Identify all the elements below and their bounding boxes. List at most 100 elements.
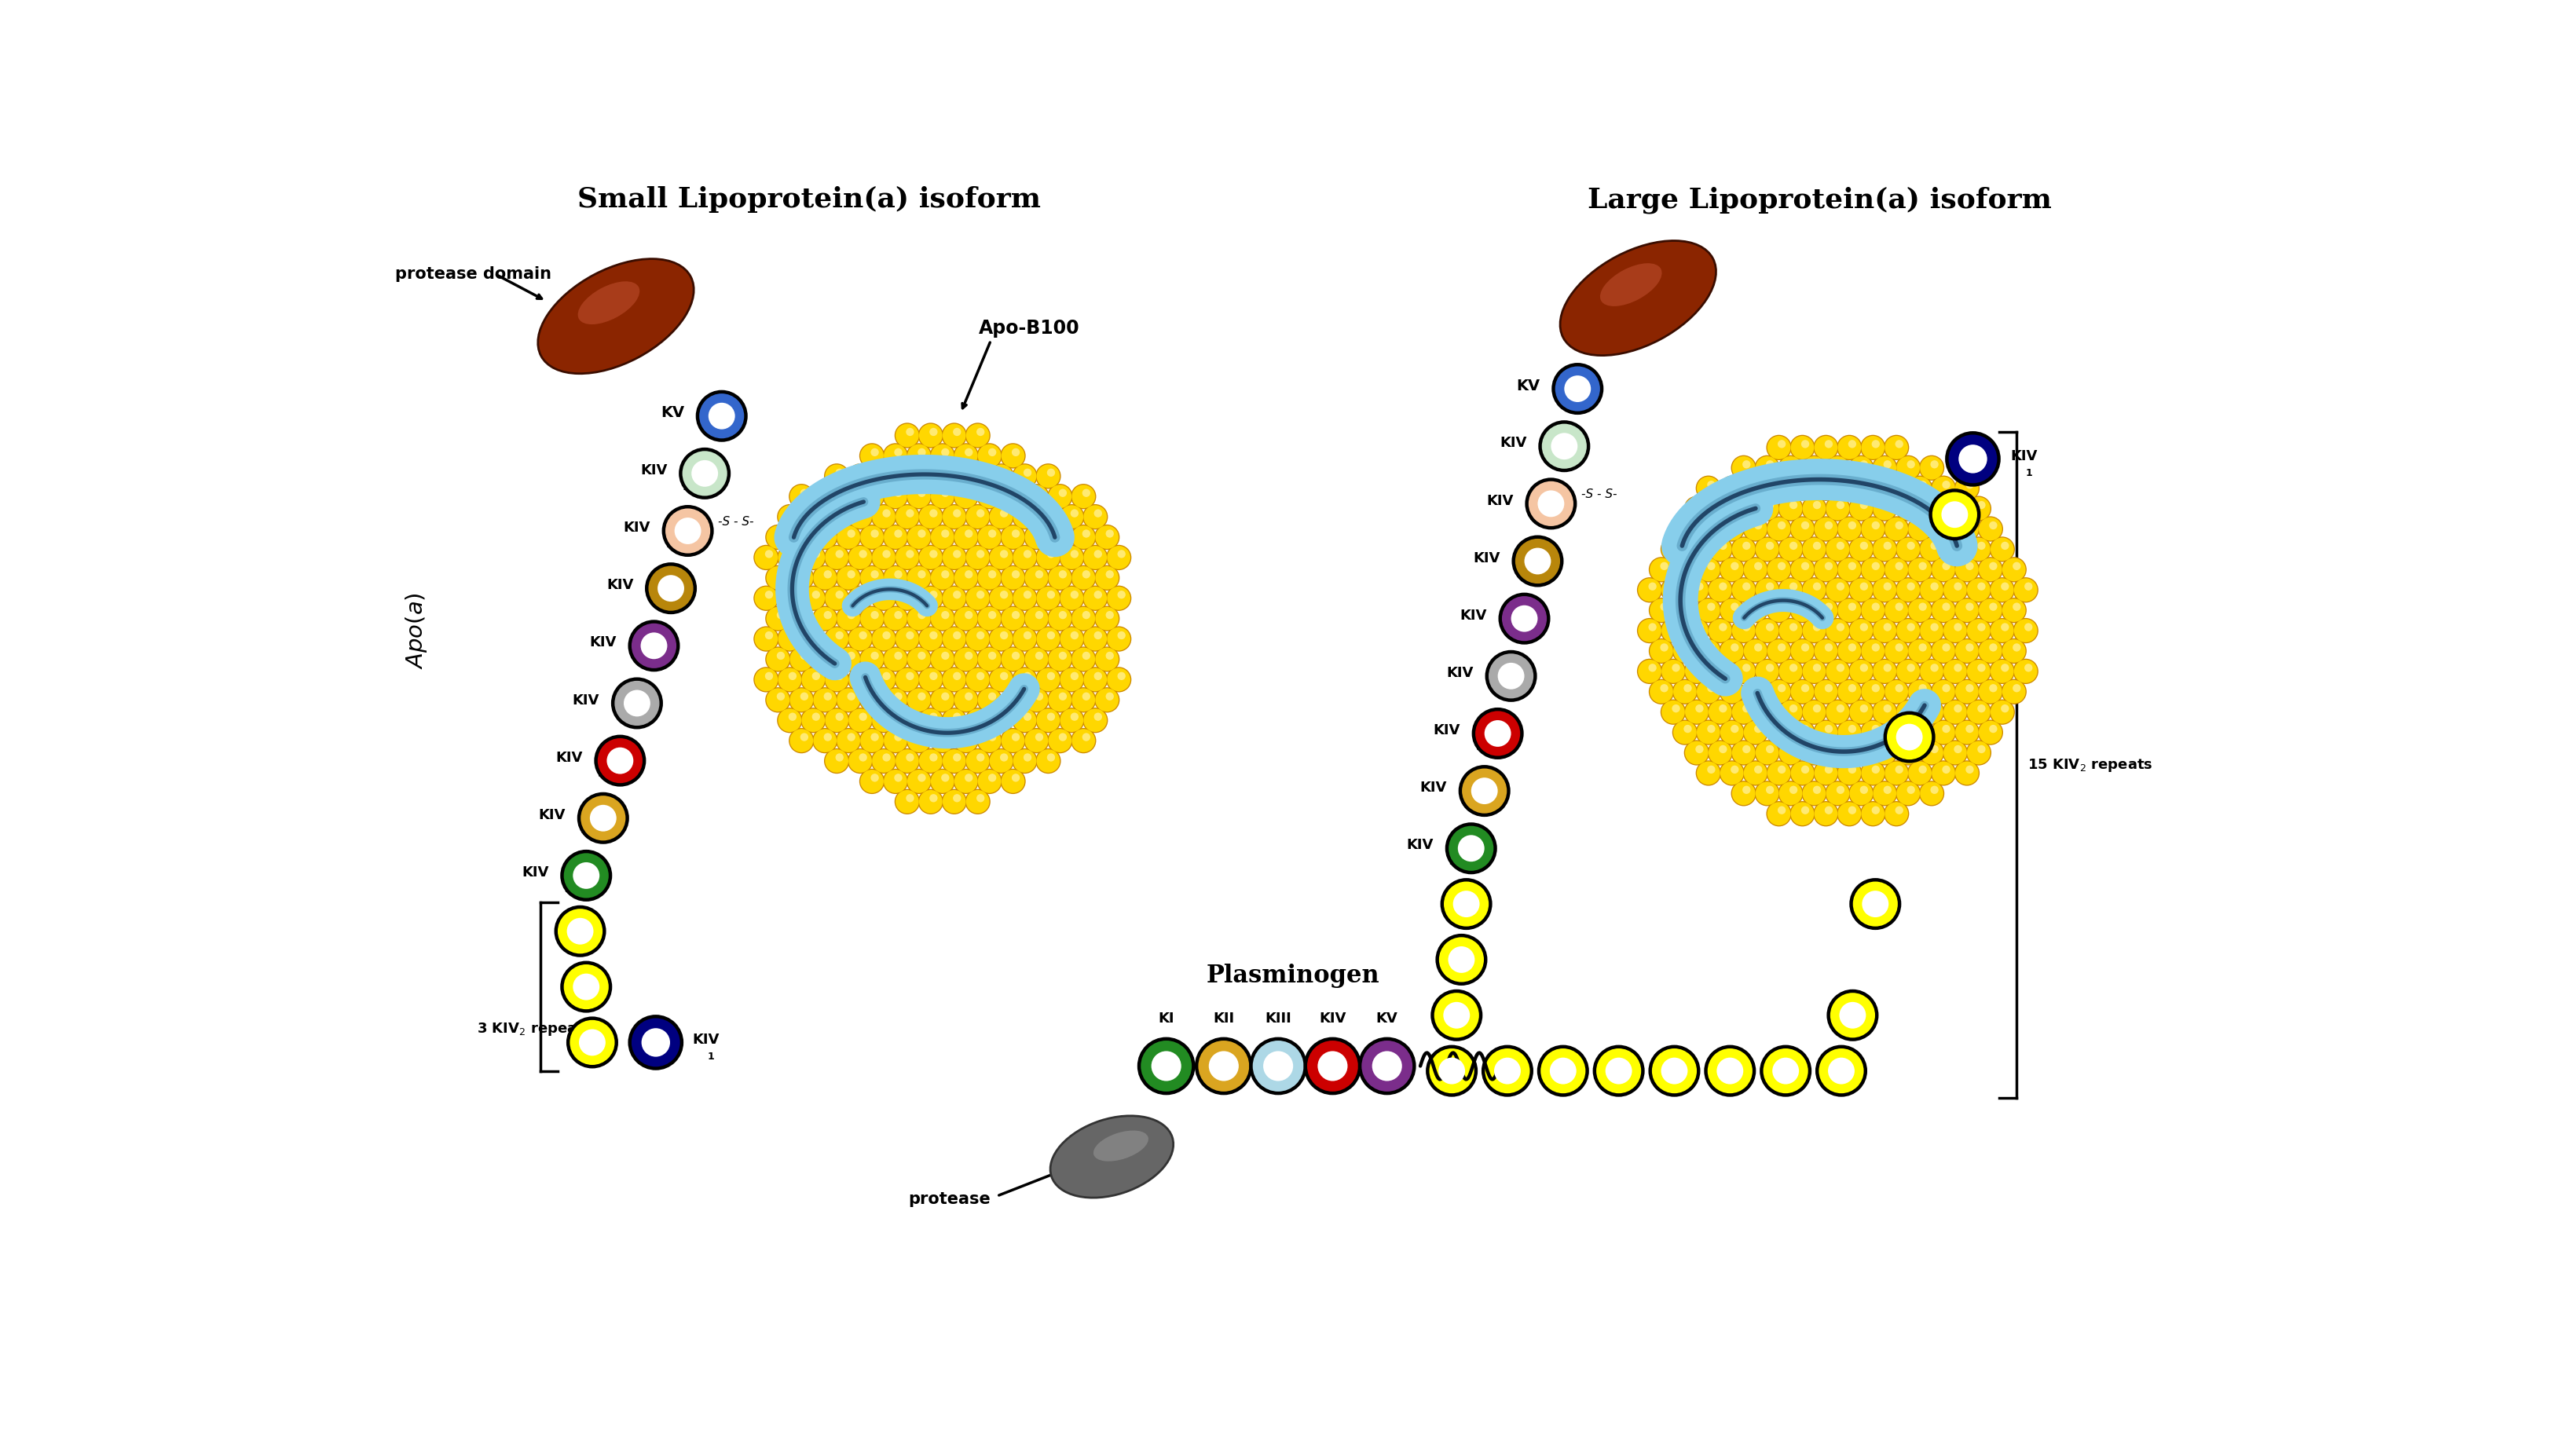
Circle shape bbox=[942, 422, 968, 448]
Circle shape bbox=[1966, 603, 1973, 612]
Circle shape bbox=[835, 565, 860, 591]
Circle shape bbox=[1861, 623, 1869, 630]
Circle shape bbox=[1848, 562, 1856, 571]
Circle shape bbox=[1494, 1057, 1522, 1085]
Circle shape bbox=[1047, 646, 1072, 673]
Circle shape bbox=[1884, 517, 1907, 540]
Circle shape bbox=[1756, 619, 1779, 642]
Circle shape bbox=[802, 504, 827, 530]
Circle shape bbox=[789, 687, 814, 712]
Circle shape bbox=[858, 550, 868, 558]
Circle shape bbox=[858, 591, 868, 598]
Circle shape bbox=[1871, 740, 1897, 766]
Circle shape bbox=[991, 628, 1014, 651]
Circle shape bbox=[1815, 558, 1838, 581]
Circle shape bbox=[2014, 660, 2037, 683]
Circle shape bbox=[812, 510, 820, 517]
Circle shape bbox=[1825, 603, 1833, 612]
Circle shape bbox=[1606, 1057, 1631, 1085]
Circle shape bbox=[955, 444, 978, 467]
Circle shape bbox=[802, 668, 825, 692]
Circle shape bbox=[975, 712, 985, 721]
Circle shape bbox=[1989, 603, 1996, 612]
Circle shape bbox=[1897, 741, 1920, 764]
Circle shape bbox=[929, 687, 955, 712]
Circle shape bbox=[756, 668, 779, 692]
Circle shape bbox=[590, 805, 615, 831]
Circle shape bbox=[1767, 721, 1790, 744]
Circle shape bbox=[1848, 578, 1874, 601]
Circle shape bbox=[860, 687, 886, 712]
Circle shape bbox=[1907, 598, 1933, 622]
Circle shape bbox=[766, 648, 789, 671]
Circle shape bbox=[988, 667, 1014, 692]
Circle shape bbox=[919, 750, 942, 773]
Circle shape bbox=[1802, 603, 1810, 612]
Circle shape bbox=[1884, 460, 1892, 469]
Circle shape bbox=[812, 591, 820, 598]
Circle shape bbox=[2012, 644, 2022, 651]
Circle shape bbox=[1072, 485, 1095, 508]
Circle shape bbox=[837, 607, 860, 630]
Circle shape bbox=[1093, 632, 1103, 639]
Circle shape bbox=[1777, 537, 1802, 562]
Ellipse shape bbox=[1601, 264, 1662, 306]
Circle shape bbox=[1767, 623, 1774, 630]
Circle shape bbox=[1744, 476, 1769, 501]
Circle shape bbox=[1848, 741, 1874, 764]
Circle shape bbox=[659, 575, 684, 601]
Circle shape bbox=[860, 524, 886, 550]
Circle shape bbox=[1894, 740, 1920, 766]
Circle shape bbox=[1848, 660, 1874, 683]
Circle shape bbox=[1884, 638, 1910, 664]
Circle shape bbox=[1907, 760, 1933, 786]
Circle shape bbox=[1991, 578, 2014, 601]
Circle shape bbox=[1777, 684, 1785, 692]
Circle shape bbox=[753, 545, 779, 571]
Circle shape bbox=[991, 668, 1014, 692]
Circle shape bbox=[873, 587, 896, 610]
Circle shape bbox=[1047, 753, 1054, 761]
Circle shape bbox=[965, 668, 991, 692]
Circle shape bbox=[906, 444, 932, 467]
Circle shape bbox=[1956, 761, 1979, 785]
Circle shape bbox=[789, 728, 814, 753]
Circle shape bbox=[942, 571, 950, 578]
Circle shape bbox=[1718, 623, 1726, 630]
Circle shape bbox=[825, 585, 850, 612]
Circle shape bbox=[1871, 684, 1879, 692]
Circle shape bbox=[1956, 558, 1979, 581]
Circle shape bbox=[779, 668, 802, 692]
Circle shape bbox=[1907, 639, 1933, 662]
Text: KIV: KIV bbox=[1486, 494, 1514, 508]
Text: Plasminogen: Plasminogen bbox=[1208, 964, 1381, 987]
Circle shape bbox=[825, 464, 848, 488]
Circle shape bbox=[952, 769, 978, 794]
Circle shape bbox=[776, 571, 784, 578]
Circle shape bbox=[1682, 562, 1693, 571]
Circle shape bbox=[776, 652, 784, 660]
Circle shape bbox=[1744, 761, 1767, 785]
Circle shape bbox=[776, 585, 802, 612]
Circle shape bbox=[1813, 597, 1838, 623]
Circle shape bbox=[1037, 628, 1059, 651]
Circle shape bbox=[991, 464, 1014, 488]
Circle shape bbox=[1943, 741, 1966, 764]
Circle shape bbox=[1897, 619, 1920, 642]
Circle shape bbox=[1907, 501, 1915, 510]
Circle shape bbox=[2002, 582, 2009, 591]
Circle shape bbox=[1744, 517, 1769, 542]
Circle shape bbox=[1894, 766, 1905, 773]
Circle shape bbox=[766, 673, 774, 680]
Circle shape bbox=[1070, 565, 1095, 591]
Circle shape bbox=[779, 587, 802, 610]
Circle shape bbox=[1014, 505, 1037, 529]
Circle shape bbox=[894, 693, 901, 700]
Circle shape bbox=[2012, 684, 2022, 692]
Circle shape bbox=[1708, 766, 1716, 773]
Circle shape bbox=[942, 791, 965, 814]
Circle shape bbox=[1708, 537, 1733, 562]
Circle shape bbox=[1731, 699, 1756, 725]
Text: -S - S-: -S - S- bbox=[1580, 489, 1616, 501]
Ellipse shape bbox=[1049, 1115, 1174, 1198]
